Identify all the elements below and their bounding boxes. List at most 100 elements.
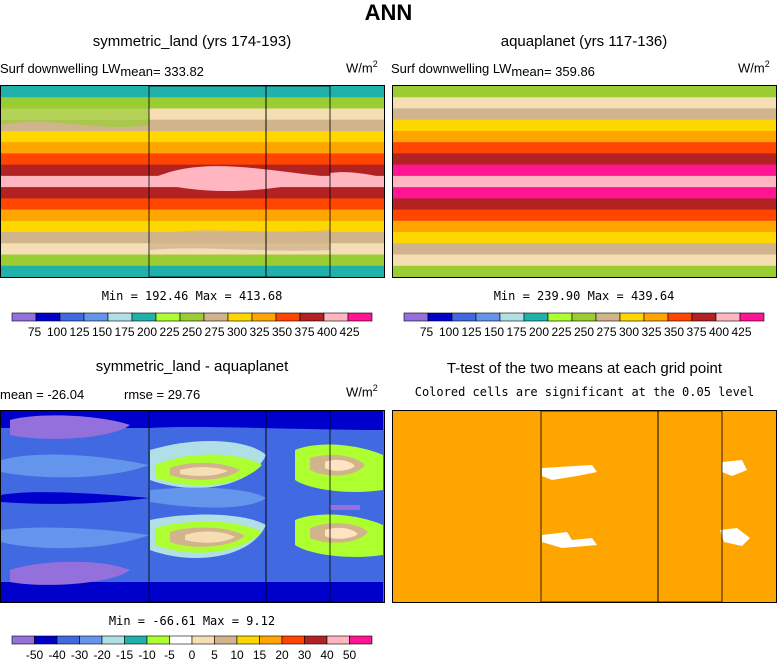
panel3-contour (1, 454, 149, 478)
panel3-colorbar-swatch (214, 635, 238, 645)
panel3-colorbar-swatch (259, 635, 283, 645)
panel3-contour (185, 531, 235, 543)
panel4-map (392, 410, 777, 603)
panel3-colorbar-swatch (304, 635, 328, 645)
panel3-contour (10, 415, 130, 439)
panel3-colorbar-swatch (236, 635, 260, 645)
panel1-colorbar-swatch (155, 312, 181, 322)
panel1-band (1, 86, 384, 98)
panel3-contour (1, 492, 149, 504)
panel2-band (393, 187, 776, 199)
panel1-colorbar-tick-label: 375 (294, 325, 314, 339)
panel2-band (393, 153, 776, 166)
panel1-units-exp: 2 (372, 59, 378, 69)
panel1-colorbar-swatch (11, 312, 37, 322)
panel1-band (1, 108, 384, 121)
panel2-band (393, 220, 776, 233)
panel3-colorbar-tick-label: -40 (48, 648, 66, 660)
panel3-colorbar-tick-label: 20 (275, 648, 289, 660)
panel3-colorbar-tick-label: -30 (71, 648, 89, 660)
panel2-band (393, 142, 776, 154)
panel3-map (0, 410, 385, 603)
panel2-colorbar-swatch (667, 312, 693, 322)
panel2-band (393, 175, 776, 188)
panel2-colorbar-swatch (571, 312, 597, 322)
panel3-colorbar-swatch (56, 635, 80, 645)
panel1-colorbar-tick-label: 200 (137, 325, 157, 339)
panel3-minmax: Min = -66.61 Max = 9.12 (108, 614, 276, 628)
panel3-colorbar-swatch (34, 635, 58, 645)
panel1-band (1, 187, 384, 199)
panel3-frame (0, 410, 385, 603)
panel2-band (393, 108, 776, 121)
panel1-band (1, 265, 384, 278)
panel2-colorbar-tick-label: 375 (686, 325, 706, 339)
panel1-colorbar-tick-label: 175 (114, 325, 134, 339)
panel3-colorbar-swatch (146, 635, 170, 645)
panel1-band (1, 119, 384, 132)
panel1-colorbar-swatch (299, 312, 325, 322)
panel2-colorbar-swatch (739, 312, 765, 322)
panel1-colorbar: 75 100 125 150 175 200 225 250 275 300 325 350 375 40… (11, 312, 373, 339)
panel4-nonsignificant-cell (542, 465, 597, 480)
panel1-colorbar-tick-label: 250 (182, 325, 202, 339)
panel3-colorbar-tick-label: -20 (93, 648, 111, 660)
panel1-colorbar-swatch (107, 312, 133, 322)
panel3-colorbar-tick-label: -15 (116, 648, 134, 660)
panel2-colorbar-swatch (619, 312, 645, 322)
panel2-colorbar-tick-label: 400 (709, 325, 729, 339)
panel1-contour (1, 176, 149, 185)
panel2-minmax: Min = 239.90 Max = 439.64 (493, 289, 675, 303)
panel1-colorbar-swatch (179, 312, 205, 322)
panel1-colorbar-tick-label: 400 (317, 325, 337, 339)
panel2-colorbar-tick-label: 350 (664, 325, 684, 339)
panel1-units-base: W/m (346, 60, 373, 76)
panel2-band (393, 209, 776, 222)
panel3-colorbar-swatch (191, 635, 215, 645)
panel1-colorbar-swatch (203, 312, 229, 322)
panel1-colorbar-tick-label: 100 (47, 325, 67, 339)
panel1-band (1, 243, 384, 256)
panel1-colorbar-swatch (35, 312, 61, 322)
panel3-colorbar-swatch (349, 635, 373, 645)
panel2-colorbar: 75 100 125 150 175 200 225 250 275 300 325 350 375 40… (403, 312, 765, 339)
panel3-colorbar: -50 -40 -30 -20 -15 -10 -5 0 5 10 15 20 30 40 50 (11, 635, 373, 660)
panel2-colorbar-tick-label: 175 (506, 325, 526, 339)
panel1-colorbar-swatch (227, 312, 253, 322)
panel2-colorbar-tick-label: 150 (484, 325, 504, 339)
panel1-band (1, 97, 384, 109)
panel4-nonsignificant-cell (720, 528, 750, 546)
panel1-contour (150, 230, 330, 251)
panel2-colorbar-tick-label: 100 (439, 325, 459, 339)
panel1-colorbar-tick-label: 275 (204, 325, 224, 339)
panel2-colorbar-swatch (643, 312, 669, 322)
panel2-band (393, 130, 776, 143)
panel1-field-label: Surf downwelling LWmean= 333.82 (0, 61, 204, 79)
panel2-colorbar-tick-label: 300 (619, 325, 639, 339)
panel1-colorbar-swatch (131, 312, 157, 322)
panel2-band (393, 232, 776, 244)
panel1-frame (0, 85, 385, 278)
panel2-band (393, 198, 776, 211)
panel3-units: W/m2 (346, 383, 378, 399)
panel2-colorbar-swatch (451, 312, 477, 322)
panel2-band (393, 265, 776, 278)
panel3-contour (325, 459, 355, 471)
panel3-colorbar-swatch (124, 635, 148, 645)
panel3-contour (180, 467, 228, 476)
panel2-band (393, 119, 776, 132)
panel1-field-name: Surf downwelling LW (0, 61, 121, 76)
figure-title: ANN (364, 0, 413, 25)
panel2-colorbar-tick-label: 225 (551, 325, 571, 339)
panel2-map (392, 85, 777, 278)
panel4-nonsignificant-cell (542, 532, 597, 548)
panel4-subtitle: Colored cells are significant at the 0.0… (414, 385, 755, 399)
panel3-colorbar-tick-label: 30 (298, 648, 312, 660)
panel1-band (1, 254, 384, 267)
panel3-colorbar-tick-label: 15 (253, 648, 267, 660)
panel2-colorbar-swatch (475, 312, 501, 322)
panel2-band (393, 164, 776, 177)
panel2-colorbar-tick-label: 75 (420, 325, 434, 339)
panel1-band (1, 220, 384, 233)
panel1-map (0, 85, 385, 278)
